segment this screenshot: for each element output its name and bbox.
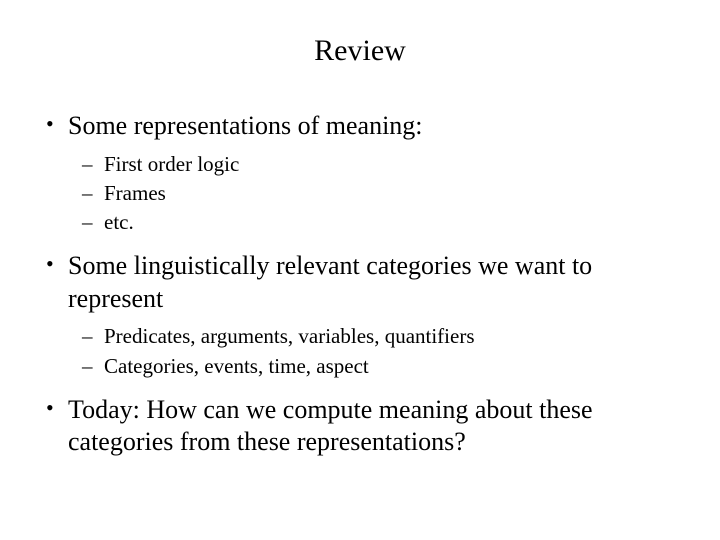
bullet-item: Some linguistically relevant categories … [40,250,680,315]
sub-item: etc. [40,209,680,236]
sub-item: Categories, events, time, aspect [40,353,680,380]
sub-item: Predicates, arguments, variables, quanti… [40,323,680,350]
bullet-item: Some representations of meaning: [40,110,680,143]
sub-list: First order logic Frames etc. [40,151,680,237]
sub-item: Frames [40,180,680,207]
bullet-item: Today: How can we compute meaning about … [40,394,680,459]
slide-title: Review [40,34,680,68]
sub-list: Predicates, arguments, variables, quanti… [40,323,680,380]
bullet-text: Some representations of meaning: [68,111,423,140]
bullet-list: Some representations of meaning: First o… [40,110,680,459]
sub-item: First order logic [40,151,680,178]
bullet-text: Today: How can we compute meaning about … [68,395,593,457]
bullet-text: Some linguistically relevant categories … [68,251,592,313]
